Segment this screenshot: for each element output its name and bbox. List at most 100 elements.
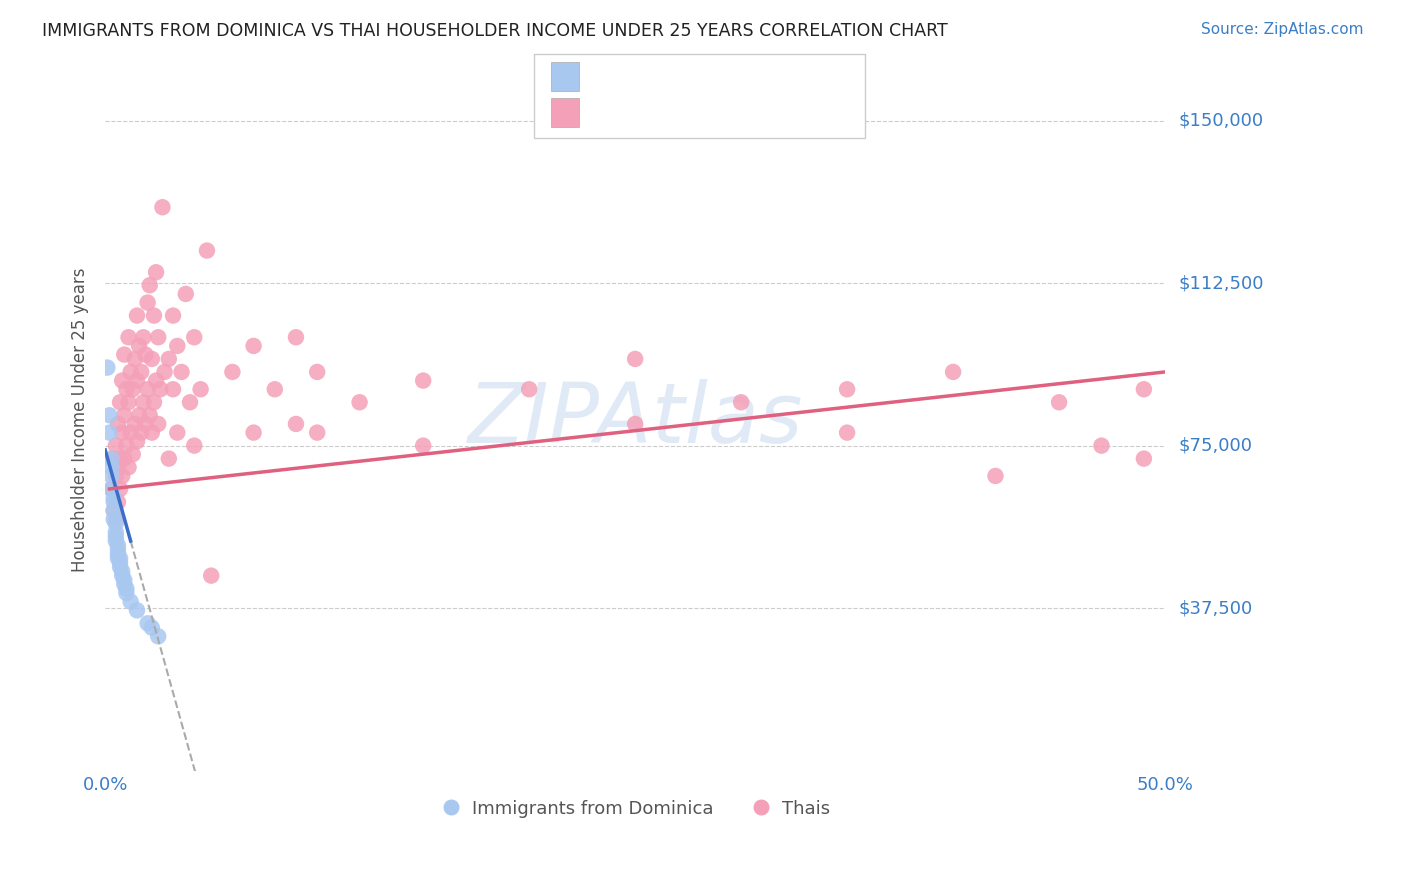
Text: $112,500: $112,500 xyxy=(1180,274,1264,292)
Point xyxy=(145,374,167,388)
Legend: Immigrants from Dominica, Thais: Immigrants from Dominica, Thais xyxy=(433,791,838,825)
Point xyxy=(138,278,160,293)
Point xyxy=(104,525,127,540)
Point xyxy=(128,339,150,353)
Point xyxy=(112,409,135,423)
Point xyxy=(153,365,176,379)
Point xyxy=(108,551,131,566)
Point xyxy=(111,564,134,578)
Point xyxy=(108,482,131,496)
Point xyxy=(984,469,1007,483)
Point xyxy=(349,395,371,409)
Point xyxy=(517,382,540,396)
Point xyxy=(100,482,122,496)
Point xyxy=(103,503,125,517)
Point xyxy=(307,425,329,440)
Point xyxy=(104,512,127,526)
Point xyxy=(129,425,152,440)
Point xyxy=(242,339,264,353)
Point xyxy=(112,573,135,587)
Point xyxy=(138,409,160,423)
Point xyxy=(149,382,172,396)
Text: R = -0.361   N = 33: R = -0.361 N = 33 xyxy=(591,67,799,87)
Point xyxy=(124,417,146,431)
Point xyxy=(100,460,122,475)
Point xyxy=(111,425,134,440)
Point xyxy=(145,265,167,279)
Point xyxy=(141,351,163,366)
Point xyxy=(166,425,188,440)
Point xyxy=(148,417,170,431)
Point xyxy=(412,439,434,453)
Point xyxy=(148,629,170,643)
Point xyxy=(103,503,125,517)
Point xyxy=(132,395,155,409)
Point xyxy=(136,295,159,310)
Point xyxy=(108,560,131,574)
Point xyxy=(242,425,264,440)
Point xyxy=(100,451,122,466)
Point xyxy=(115,439,138,453)
Y-axis label: Householder Income Under 25 years: Householder Income Under 25 years xyxy=(72,268,89,572)
Point xyxy=(143,309,166,323)
Point xyxy=(112,348,135,362)
Point xyxy=(108,556,131,570)
Point xyxy=(128,409,150,423)
Point xyxy=(200,568,222,582)
Point xyxy=(148,330,170,344)
Point xyxy=(107,460,129,475)
Point xyxy=(117,330,139,344)
Text: R =  0.381   N = 87: R = 0.381 N = 87 xyxy=(591,103,797,122)
Point xyxy=(179,395,201,409)
Point xyxy=(104,469,127,483)
Point xyxy=(307,365,329,379)
Point xyxy=(125,434,148,449)
Point xyxy=(132,330,155,344)
Point xyxy=(152,200,174,214)
Point xyxy=(835,382,858,396)
Point xyxy=(115,382,138,396)
Point xyxy=(121,382,143,396)
Point xyxy=(111,374,134,388)
Point xyxy=(120,594,142,608)
Point xyxy=(107,551,129,566)
Point xyxy=(117,395,139,409)
Point xyxy=(111,568,134,582)
Point xyxy=(108,451,131,466)
Point xyxy=(183,439,205,453)
Point xyxy=(107,542,129,557)
Point xyxy=(190,382,212,396)
Point xyxy=(221,365,243,379)
Point xyxy=(134,348,156,362)
Point xyxy=(100,469,122,483)
Point xyxy=(1090,439,1112,453)
Point xyxy=(835,425,858,440)
Point xyxy=(107,547,129,561)
Point xyxy=(103,512,125,526)
Point xyxy=(103,491,125,505)
Point xyxy=(136,616,159,631)
Point xyxy=(125,603,148,617)
Point xyxy=(143,395,166,409)
Point xyxy=(103,451,125,466)
Text: ZIPAtlas: ZIPAtlas xyxy=(467,379,803,460)
Point xyxy=(112,577,135,591)
Text: IMMIGRANTS FROM DOMINICA VS THAI HOUSEHOLDER INCOME UNDER 25 YEARS CORRELATION C: IMMIGRANTS FROM DOMINICA VS THAI HOUSEHO… xyxy=(42,22,948,40)
Point xyxy=(263,382,285,396)
Point xyxy=(121,447,143,461)
Point xyxy=(1133,451,1156,466)
Point xyxy=(98,409,121,423)
Point xyxy=(96,360,118,375)
Point xyxy=(104,530,127,544)
Point xyxy=(624,351,647,366)
Text: $75,000: $75,000 xyxy=(1180,436,1253,455)
Point xyxy=(141,425,163,440)
Point xyxy=(285,330,308,344)
Point xyxy=(136,382,159,396)
Point xyxy=(942,365,965,379)
Point xyxy=(115,586,138,600)
Point xyxy=(1133,382,1156,396)
Point xyxy=(157,451,180,466)
Point xyxy=(108,395,131,409)
Point xyxy=(412,374,434,388)
